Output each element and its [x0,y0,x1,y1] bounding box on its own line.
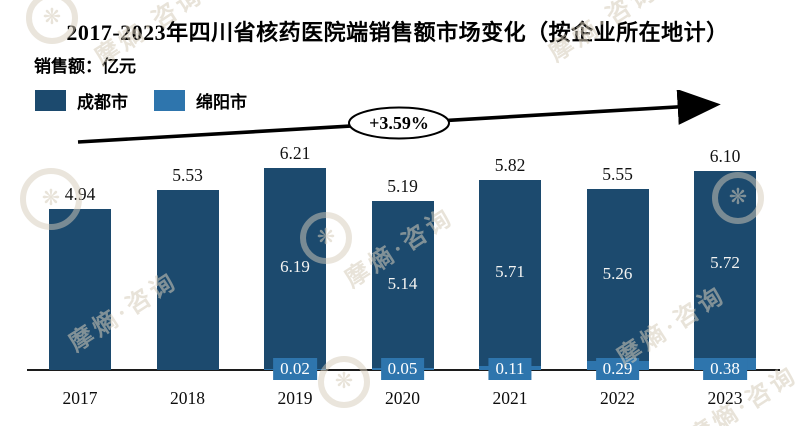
total-value-label-2021: 5.82 [494,155,526,176]
x-tick-label-2018: 2018 [170,388,205,408]
mianyang-value-label-2019: 0.02 [273,358,317,380]
chengdu-value-label-2023: 5.72 [710,253,740,273]
legend-label-chengdu: 成都市 [77,93,128,112]
growth-trend-arrow: +3.59% [77,90,721,144]
legend-label-mianyang: 绵阳市 [196,93,247,112]
bar-segment-chengdu-2019 [264,167,326,370]
bar-segment-chengdu-2023 [694,171,756,358]
bar-segment-chengdu-2021 [479,180,541,367]
total-value-label-2020: 5.19 [387,175,418,196]
x-tick-label-2019: 2019 [277,388,313,408]
x-tick-label-2023: 2023 [707,388,743,408]
x-tick-label-2020: 2020 [385,388,420,408]
total-value-label-2017: 4.94 [64,183,96,204]
x-tick-label-2022: 2022 [600,388,635,408]
mianyang-value-label-2021: 0.11 [488,358,532,380]
total-value-label-2019: 6.21 [279,142,311,163]
legend-swatch-chengdu [35,90,66,111]
legend-swatch-mianyang [154,90,185,111]
x-tick-label-2017: 2017 [62,388,98,408]
total-value-label-2018: 5.53 [172,164,203,185]
chengdu-value-label-2019: 6.19 [280,257,310,277]
bar-segment-chengdu-2020 [371,200,434,369]
total-value-label-2022: 5.55 [602,164,633,185]
x-tick-label-2021: 2021 [492,388,528,408]
chengdu-value-label-2020: 5.14 [387,273,418,293]
legend: 成都市 绵阳市 [35,88,273,113]
bar-segment-chengdu-2017 [49,208,111,370]
growth-annotation-label: +3.59% [369,113,429,133]
chengdu-value-label-2022: 5.26 [602,263,633,283]
mianyang-value-label-2023: 0.38 [703,358,747,380]
growth-annotation-ellipse [348,106,450,140]
mianyang-value-label-2022: 0.29 [595,358,640,380]
bar-segment-chengdu-2022 [586,189,649,361]
chart-title: 2017-2023年四川省核药医院端销售额市场变化（按企业所在地计） [66,20,729,45]
chengdu-value-label-2021: 5.71 [495,262,525,282]
y-axis-unit-label: 销售额：亿元 [34,57,136,76]
mianyang-value-label-2020: 0.05 [380,358,425,380]
total-value-label-2023: 6.10 [709,146,741,167]
bar-segment-chengdu-2018 [156,189,219,370]
